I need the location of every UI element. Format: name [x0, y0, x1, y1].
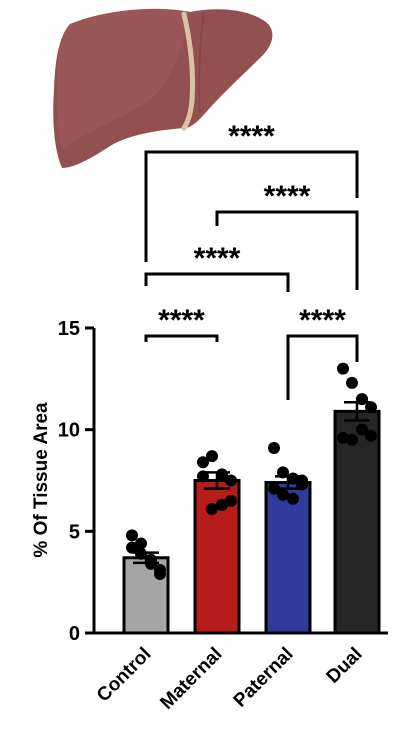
y-tick-label: 0 — [69, 623, 80, 645]
bars — [122, 409, 381, 635]
significance-bracket — [144, 272, 290, 292]
significance-bracket — [144, 334, 219, 342]
bar-dual — [333, 409, 381, 635]
data-point — [356, 423, 368, 436]
significance-brackets: **** **** **** **** **** — [144, 120, 359, 400]
data-point — [197, 456, 209, 469]
y-axis-label: % Of Tissue Area — [31, 402, 52, 558]
x-tick-label: Control — [93, 644, 156, 707]
x-tick-labels: Control Maternal Paternal Dual — [93, 644, 367, 714]
data-point — [135, 537, 147, 550]
data-point — [206, 450, 218, 463]
y-tick-label: 15 — [58, 318, 80, 340]
data-point — [356, 393, 368, 406]
data-point — [197, 470, 209, 483]
data-point — [225, 474, 237, 487]
data-point — [365, 429, 377, 442]
data-point — [225, 494, 237, 507]
y-tick-label: 10 — [58, 420, 80, 442]
data-point — [145, 553, 157, 566]
data-point — [154, 563, 166, 576]
data-point — [206, 502, 218, 515]
data-point — [365, 401, 377, 414]
liver-icon — [53, 8, 273, 169]
y-tick-label: 5 — [69, 521, 80, 543]
data-point — [337, 431, 349, 444]
significance-bracket — [286, 334, 359, 400]
data-point — [346, 376, 358, 389]
data-point — [268, 441, 280, 454]
data-point — [337, 362, 349, 375]
bar-paternal — [264, 481, 312, 635]
data-point — [287, 472, 299, 485]
data-point — [277, 488, 289, 501]
significance-label: **** — [194, 242, 241, 275]
data-point — [346, 433, 358, 446]
significance-bracket — [144, 150, 359, 262]
significance-label: **** — [228, 120, 275, 153]
x-tick-label: Maternal — [156, 644, 226, 714]
data-point — [216, 468, 228, 481]
data-point — [126, 541, 138, 554]
data-points — [126, 362, 377, 581]
x-tick-label: Dual — [323, 644, 367, 688]
data-point — [296, 474, 308, 487]
data-point — [277, 466, 289, 479]
significance-label: **** — [158, 304, 205, 337]
significance-label: **** — [264, 180, 311, 213]
significance-label: **** — [299, 304, 346, 337]
data-point — [268, 482, 280, 495]
significance-bracket — [215, 210, 359, 290]
data-point — [216, 498, 228, 511]
data-point — [287, 492, 299, 505]
data-point — [135, 547, 147, 560]
data-point — [126, 529, 138, 542]
x-tick-label: Paternal — [230, 644, 298, 712]
